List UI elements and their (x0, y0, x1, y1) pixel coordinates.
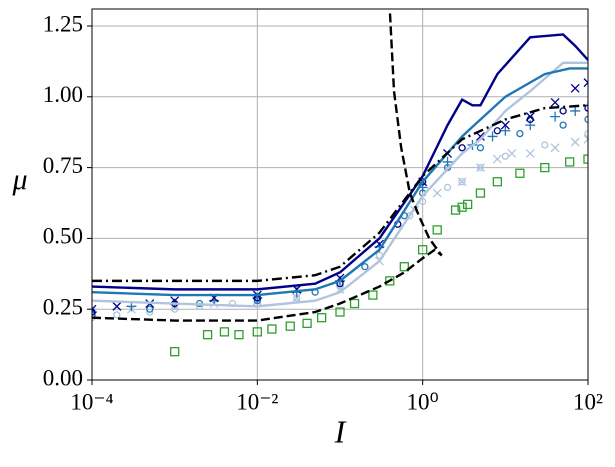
point (500, 125, 511, 136)
point (584, 115, 588, 124)
point (292, 293, 302, 303)
line (92, 9, 443, 322)
plot-frame (91, 8, 589, 381)
point (584, 129, 588, 138)
point (570, 105, 581, 116)
point (92, 308, 96, 316)
point (516, 129, 524, 138)
point (501, 152, 509, 160)
line (92, 33, 588, 291)
point (219, 327, 230, 337)
point (418, 245, 428, 255)
point (457, 202, 467, 212)
point (443, 183, 452, 192)
y-tick-label: 0.50 (43, 224, 83, 249)
point (493, 127, 501, 135)
point (317, 313, 327, 323)
y-tick-label: 0.75 (43, 153, 83, 178)
point (492, 177, 502, 187)
x-axis-label: I (334, 413, 347, 449)
plot-area (92, 9, 588, 357)
point (541, 141, 549, 149)
point (457, 177, 467, 187)
x-tick-label: 10⁻² (236, 389, 278, 414)
y-tick-label: 0.00 (43, 365, 83, 390)
point (525, 120, 536, 131)
point (583, 134, 588, 144)
point (146, 308, 154, 316)
point (507, 148, 517, 158)
point (253, 297, 261, 305)
point (450, 205, 461, 215)
point (462, 199, 473, 210)
point (559, 107, 567, 115)
point (302, 318, 312, 329)
point (170, 347, 180, 357)
point (487, 131, 498, 142)
point (399, 262, 409, 272)
x-tick-label: 10⁻⁴ (70, 389, 113, 414)
point (92, 311, 96, 319)
point (361, 263, 369, 271)
point (476, 144, 485, 152)
point (335, 307, 345, 317)
point (112, 301, 122, 311)
point (146, 305, 154, 313)
point (202, 330, 213, 340)
y-axis-label: μ (11, 163, 27, 196)
y-tick-label: 1.25 (43, 11, 83, 36)
point (349, 298, 360, 309)
y-tick-label: 0.25 (43, 294, 83, 319)
point (113, 311, 121, 319)
point (442, 156, 453, 167)
point (458, 178, 466, 186)
x-tick-label: 10² (573, 389, 603, 414)
point (525, 148, 535, 158)
point (458, 144, 466, 152)
line (92, 61, 588, 308)
point (526, 115, 534, 124)
point (570, 83, 580, 93)
point (550, 143, 560, 153)
point (550, 97, 560, 107)
point (583, 78, 588, 88)
point (432, 188, 442, 198)
point (492, 154, 502, 164)
y-tick-label: 1.00 (43, 82, 83, 107)
point (368, 290, 378, 300)
line (92, 67, 588, 297)
point (583, 154, 588, 164)
point (475, 131, 485, 141)
point (500, 120, 510, 130)
point (267, 324, 277, 334)
x-tick-label: 10⁰ (407, 389, 439, 414)
point (385, 276, 395, 286)
point (252, 327, 262, 337)
point (570, 137, 580, 147)
line (92, 104, 588, 283)
point (515, 168, 525, 178)
point (584, 104, 588, 112)
point (285, 321, 295, 331)
point (550, 111, 561, 122)
point (565, 157, 575, 167)
point (476, 163, 485, 172)
point (475, 163, 485, 173)
point (540, 162, 550, 173)
point (432, 225, 442, 235)
point (475, 188, 486, 198)
point (234, 330, 244, 340)
point (559, 121, 567, 129)
